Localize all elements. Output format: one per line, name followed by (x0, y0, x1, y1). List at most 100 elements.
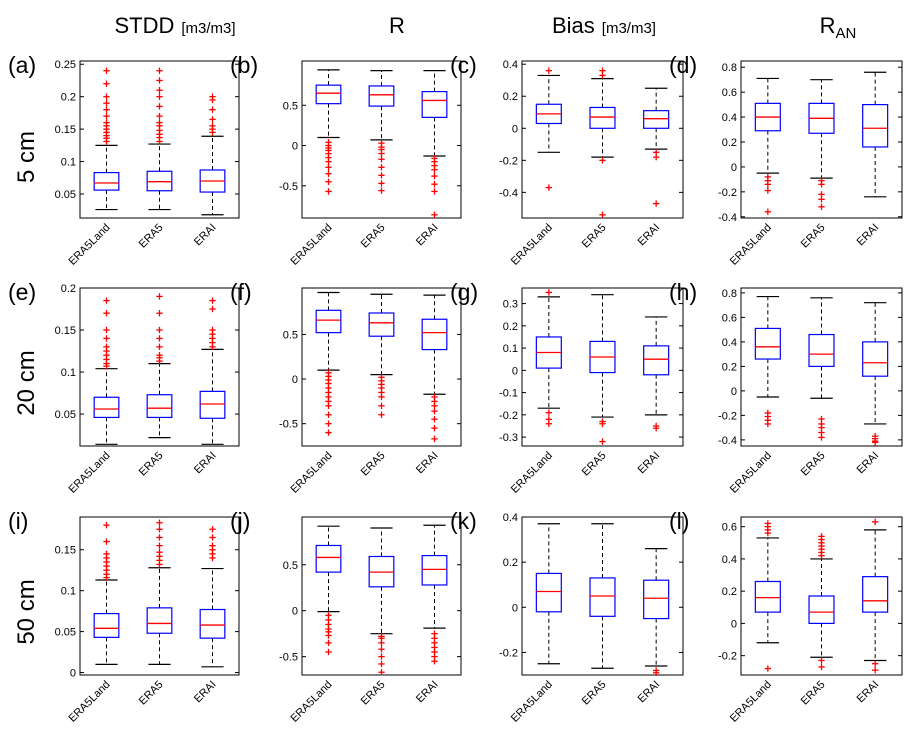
outlier-marker (818, 533, 825, 540)
outlier-marker (378, 669, 385, 676)
iqr-box (315, 309, 342, 334)
box-ERA5: ERA5 (799, 79, 835, 251)
box-ERA5Land: ERA5Land (289, 291, 342, 496)
outlier-marker (545, 67, 553, 74)
y-tick-label: 0.5 (283, 560, 298, 572)
box-ERA5: ERA5 (799, 533, 835, 707)
outlier-marker (156, 119, 163, 126)
box-ERAI: ERAI (855, 302, 889, 476)
y-tick-label: -0.2 (499, 155, 518, 167)
y-tick-label: 0.05 (55, 409, 76, 421)
column-title-3: Bias [m3/m3] (552, 13, 656, 38)
outlier-marker (325, 164, 332, 171)
category-label: ERA5 (359, 679, 388, 708)
category-label: ERA5Land (509, 679, 555, 725)
outlier-marker (103, 335, 110, 342)
category-label: ERAI (192, 222, 219, 249)
category-label: ERA5 (799, 222, 828, 251)
category-label: ERA5 (580, 679, 609, 708)
box-ERA5: ERA5 (580, 523, 616, 708)
y-tick-label: 0 (292, 374, 298, 386)
outlier-marker (156, 549, 163, 556)
outlier-marker (156, 343, 163, 351)
outlier-marker (652, 424, 660, 432)
y-tick-label: 0.15 (55, 545, 76, 557)
panel-j: (j) -0.5 0 0.5 ERA5Land ERA5 ERAI (230, 508, 462, 725)
category-label: ERA5 (799, 450, 828, 479)
outlier-marker (325, 402, 332, 410)
y-tick-label: 0 (731, 618, 737, 630)
iqr-box (421, 554, 448, 586)
category-label: ERA5Land (289, 450, 335, 496)
category-label: ERAI (636, 450, 663, 477)
outlier-marker (818, 203, 825, 210)
y-tick-label: 0 (731, 162, 737, 174)
category-label: ERA5 (580, 222, 609, 251)
category-label: ERA5 (359, 222, 388, 251)
y-tick-label: -0.2 (499, 410, 518, 422)
y-tick-label: 0.4 (503, 512, 518, 524)
y-tick-label: -0.2 (718, 410, 737, 422)
outlier-marker (378, 660, 385, 668)
axes-frame (79, 60, 240, 219)
box-ERAI: ERAI (855, 71, 889, 248)
category-label: ERA5Land (728, 222, 774, 268)
outlier-marker (764, 520, 772, 527)
y-tick-label: 0.5 (283, 329, 298, 341)
iqr-box (199, 390, 226, 419)
axes-frame (301, 287, 462, 447)
box-ERA5: ERA5 (359, 70, 395, 251)
y-tick-label: 0.4 (722, 554, 737, 566)
y-tick-label: -0.4 (718, 435, 737, 447)
panel-b: (b) -0.5 0 0.5 ERA5Land ERA5 ERAI (230, 52, 462, 268)
axes-frame (521, 60, 684, 219)
outlier-marker (818, 434, 825, 441)
outlier-marker (209, 93, 216, 100)
outlier-marker (378, 639, 385, 647)
outlier-marker (103, 93, 110, 100)
iqr-box (862, 341, 889, 377)
y-tick-label: 0.15 (55, 325, 76, 337)
outlier-marker (325, 188, 332, 195)
category-label: ERA5Land (67, 450, 113, 496)
category-label: ERA5 (580, 450, 609, 479)
outlier-marker (325, 648, 332, 656)
row-labels: 5 cm 20 cm 50 cm (13, 131, 40, 645)
category-label: ERAI (414, 450, 441, 477)
outlier-marker (325, 639, 332, 647)
outlier-marker (156, 526, 163, 533)
outlier-marker (103, 119, 110, 126)
outlier-marker (156, 67, 163, 74)
y-tick-label: 0 (731, 386, 737, 398)
y-tick-label: 0.6 (722, 522, 737, 534)
category-label: ERA5 (137, 222, 166, 251)
row-label-3: 50 cm (13, 579, 40, 644)
outlier-marker (599, 438, 606, 445)
axes-frame (301, 60, 462, 219)
row-label-1: 5 cm (13, 131, 40, 183)
outlier-marker (325, 411, 332, 418)
box-ERAI: ERAI (414, 524, 448, 705)
axes-frame (79, 287, 240, 447)
y-tick-label: 0.2 (61, 283, 76, 295)
iqr-box (93, 613, 120, 638)
category-label: ERA5Land (67, 222, 113, 268)
iqr-box (808, 595, 835, 625)
y-tick-label: 0.2 (503, 557, 518, 569)
outlier-marker (764, 187, 772, 194)
outlier-marker (156, 326, 163, 334)
y-tick-label: 0.25 (55, 59, 76, 71)
box-ERAI: ERAI (192, 526, 226, 705)
y-tick-label: 0.15 (55, 124, 76, 136)
outlier-marker (103, 99, 110, 107)
y-tick-label: 0.6 (722, 87, 737, 99)
category-label: ERA5Land (728, 679, 774, 725)
outlier-marker (599, 157, 606, 164)
iqr-box (589, 106, 616, 129)
category-label: ERA5Land (509, 222, 555, 268)
iqr-box (643, 579, 670, 620)
column-titles: STDD [m3/m3] R Bias [m3/m3] RAN (114, 13, 856, 42)
box-ERA5: ERA5 (580, 67, 616, 251)
box-ERAI: ERAI (636, 316, 670, 477)
iqr-box (315, 84, 342, 105)
